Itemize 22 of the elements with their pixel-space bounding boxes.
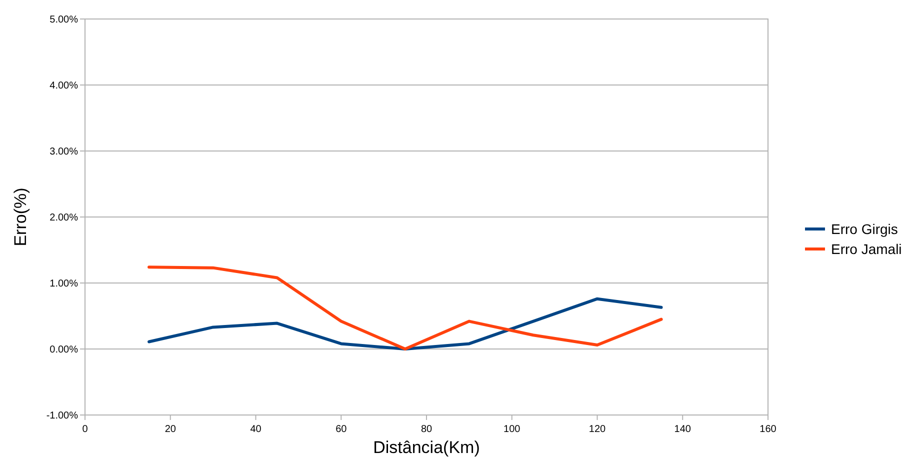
line-series: [148, 297, 663, 350]
x-tick-label: 160: [760, 424, 777, 435]
x-tick-label: 60: [336, 424, 348, 435]
y-tick-label: -1.00%: [46, 410, 78, 422]
y-tick-label: 2.00%: [50, 212, 78, 224]
legend-label: Erro Girgis: [831, 220, 898, 237]
line-series: [148, 266, 663, 350]
y-tick-label: 4.00%: [50, 80, 78, 92]
y-tick-label: 3.00%: [50, 146, 78, 158]
x-tick-label: 100: [504, 424, 521, 435]
legend-label: Erro Jamali: [831, 240, 902, 257]
y-tick-label: 1.00%: [50, 278, 78, 290]
x-tick-label: 40: [250, 424, 262, 435]
x-tick-label: 80: [420, 424, 432, 435]
y-tick-label: 0.00%: [50, 344, 78, 356]
x-tick-label: 120: [588, 424, 606, 435]
y-tick-label: 5.00%: [50, 14, 78, 26]
x-tick-label: 140: [674, 424, 692, 435]
y-axis-title: Erro(%): [11, 188, 30, 246]
x-axis-title: Distância(Km): [373, 438, 480, 457]
x-tick-label: 20: [164, 424, 176, 435]
x-tick-label: 0: [82, 424, 88, 435]
